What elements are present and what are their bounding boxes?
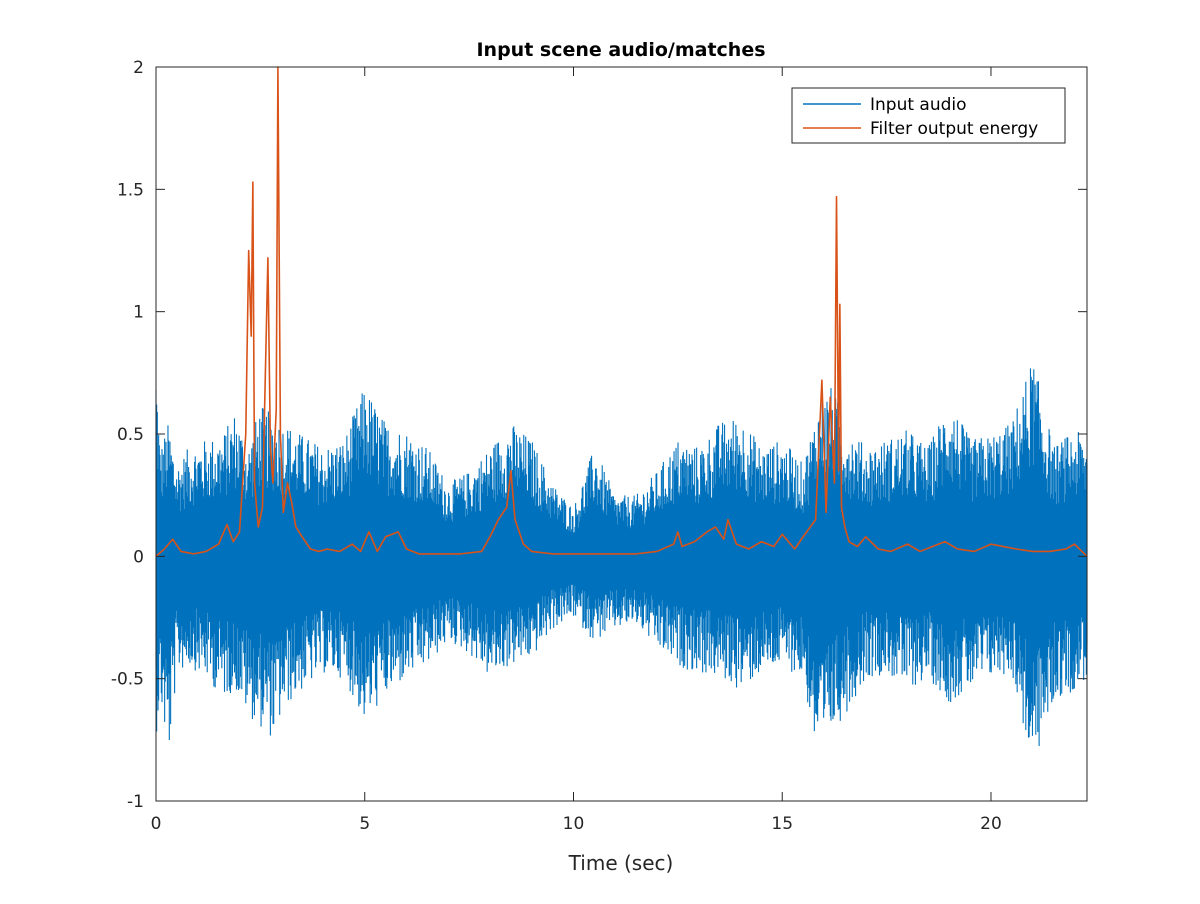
x-tick-label: 20 — [980, 814, 1002, 834]
x-axis-ticks: 0 5 10 15 20 — [151, 67, 1002, 834]
y-tick-label: -1 — [127, 792, 144, 812]
y-tick-label: 2 — [133, 58, 144, 78]
y-tick-label: -0.5 — [111, 670, 144, 690]
x-tick-label: 0 — [151, 814, 162, 834]
y-tick-label: 1 — [133, 303, 144, 323]
legend-label-filter-output-energy: Filter output energy — [870, 119, 1038, 139]
plot-background — [156, 67, 1087, 801]
y-tick-label: 0 — [133, 547, 144, 567]
chart-title: Input scene audio/matches — [476, 39, 765, 61]
y-axis-ticks: -1 -0.5 0 0.5 1 1.5 2 — [111, 58, 1087, 812]
y-tick-label: 1.5 — [117, 180, 144, 200]
x-tick-label: 15 — [771, 814, 793, 834]
series-filter-output-energy-line — [155, 66, 1088, 557]
y-tick-label: 0.5 — [117, 425, 144, 445]
energy-layer — [155, 66, 1088, 557]
legend: Input audio Filter output energy — [791, 87, 1066, 144]
x-tick-label: 5 — [359, 814, 370, 834]
legend-box — [791, 87, 1066, 144]
x-tick-label: 10 — [563, 814, 585, 834]
legend-label-input-audio: Input audio — [870, 95, 967, 115]
x-axis-label: Time (sec) — [568, 851, 674, 875]
